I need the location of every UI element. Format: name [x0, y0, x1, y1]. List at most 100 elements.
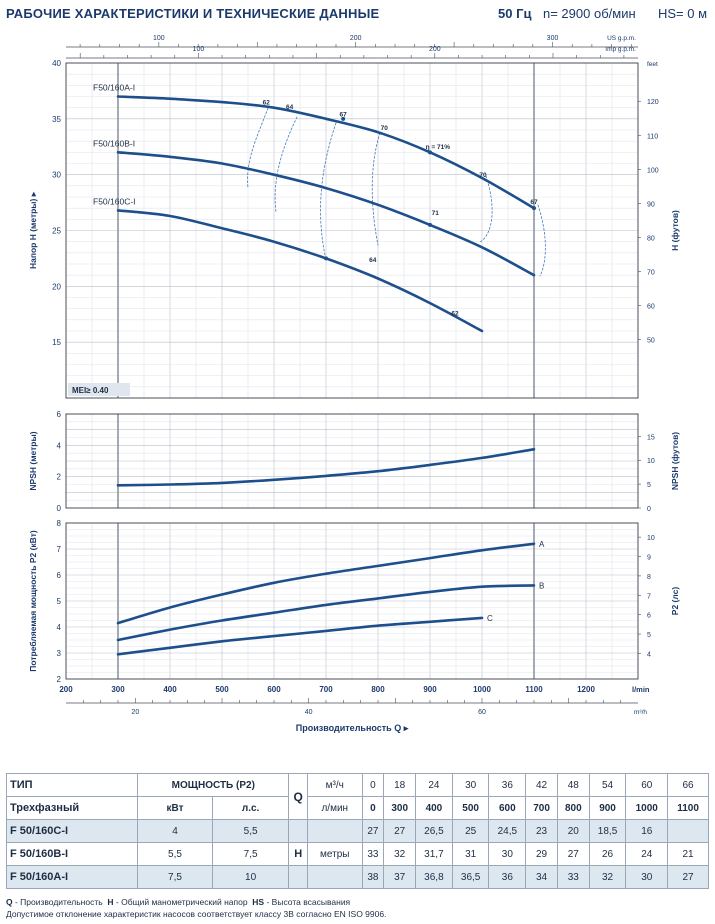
- head-tick-label: 20: [52, 282, 61, 291]
- hp-tick-label: 8: [647, 574, 651, 581]
- x-tick-label: 900: [423, 685, 437, 694]
- head-tick-label: 25: [52, 227, 61, 236]
- m3h-tick-label: 20: [131, 709, 139, 716]
- feet-tick-label: 70: [647, 269, 655, 276]
- q-lmin-cell: 600: [488, 796, 527, 820]
- q-m3h-cell: 54: [588, 773, 627, 797]
- efficiency-label: 71: [432, 210, 440, 217]
- x-unit-label: l/min: [632, 685, 650, 694]
- feet-tick-label: 50: [647, 337, 655, 344]
- table-row: F 50/160B-I 5,5 7,5 H метры 33 32 31,7 3…: [5, 842, 709, 866]
- h-cell: 31: [451, 842, 490, 866]
- power-axis-title: Потребляемая мощность P2 (кВт): [28, 530, 38, 672]
- efficiency-label: 70: [479, 172, 487, 179]
- h-cell: 26: [588, 842, 627, 866]
- h-cell: 25: [451, 819, 490, 843]
- h-cell: 27: [556, 842, 590, 866]
- footnote-q-text: - Производительность: [12, 897, 103, 907]
- h-spacer: [306, 865, 363, 889]
- efficiency-label: 67: [530, 199, 538, 206]
- efficiency-isoline: [274, 116, 298, 213]
- q-lmin-cell: 1100: [667, 796, 709, 820]
- h-cell: 34: [525, 865, 558, 889]
- q-m3h-cell: 48: [556, 773, 590, 797]
- us-gpm-tick-label: 300: [547, 35, 559, 42]
- efficiency-point: [428, 222, 432, 227]
- kw-cell: 5,5: [137, 842, 213, 866]
- imp-gpm-tick-label: 100: [193, 46, 205, 53]
- h-cell: 36,8: [415, 865, 453, 889]
- q-m3h-cell: 60: [625, 773, 669, 797]
- kw-header: кВт: [137, 796, 213, 820]
- head-grid: [66, 63, 638, 398]
- q-m3h-cell: 30: [451, 773, 490, 797]
- h-cell: 30: [488, 842, 527, 866]
- npsh-feet-tick-label: 10: [647, 458, 655, 465]
- us-gpm-unit: US g.p.m.: [607, 35, 636, 42]
- h-spacer: [306, 819, 363, 843]
- q-m3h-cell: 66: [667, 773, 709, 797]
- hp-header: л.с.: [211, 796, 290, 820]
- kw-cell: 7,5: [137, 865, 213, 889]
- h-cell: 16: [625, 819, 669, 843]
- power-tick-label: 2: [57, 675, 62, 684]
- table-row: F 50/160C-I 4 5,5 27 27 26,5 25 24,5 23 …: [5, 819, 709, 843]
- x-tick-label: 300: [111, 685, 125, 694]
- h-cell: 36: [488, 865, 527, 889]
- h-cell: 24: [625, 842, 669, 866]
- feet-tick-label: 110: [647, 133, 658, 140]
- x-tick-label: 1000: [473, 685, 491, 694]
- page-title: РАБОЧИЕ ХАРАКТЕРИСТИКИ И ТЕХНИЧЕСКИЕ ДАН…: [6, 6, 380, 21]
- h-cell: 23: [525, 819, 558, 843]
- hp-tick-label: 5: [647, 632, 651, 639]
- us-gpm-tick-label: 200: [350, 35, 362, 42]
- x-tick-label: 1100: [525, 685, 543, 694]
- h-cell: 33: [556, 865, 590, 889]
- head-tick-label: 40: [52, 59, 61, 68]
- h-spacer: [288, 819, 308, 843]
- head-curve-label: F50/160B-I: [93, 138, 135, 148]
- efficiency-isoline: [247, 107, 269, 189]
- h-unit: метры: [306, 842, 363, 866]
- x-tick-label: 800: [371, 685, 385, 694]
- mei-box: [68, 383, 130, 396]
- npsh-tick-label: 6: [57, 410, 62, 419]
- feet-tick-label: 80: [647, 235, 655, 242]
- power-tick-label: 3: [57, 649, 62, 658]
- npsh-axis-title: NPSH (метры): [28, 431, 38, 490]
- footnote-h-abbr: H: [107, 897, 114, 907]
- efficiency-label: η = 71%: [426, 144, 451, 151]
- hp-tick-label: 7: [647, 593, 651, 600]
- q-m3h-cell: 42: [525, 773, 558, 797]
- head-curve-f50-160c-i: [116, 209, 484, 333]
- model-cell: F 50/160C-I: [5, 819, 139, 843]
- q-m3h-cell: 0: [361, 773, 385, 797]
- power-header: МОЩНОСТЬ (P2): [137, 773, 290, 797]
- h-cell: [667, 819, 709, 843]
- hp-tick-label: 6: [647, 613, 651, 620]
- head-curve-f50-160b-i: [116, 151, 536, 277]
- efficiency-isoline: [371, 132, 381, 246]
- x-tick-label: 500: [215, 685, 229, 694]
- hp-tick-label: 10: [647, 535, 655, 542]
- feet-tick-label: 100: [647, 167, 659, 174]
- power-tick-label: 4: [57, 623, 62, 632]
- q-unit-lmin: л/мин: [306, 796, 363, 820]
- power-curve-label: A: [539, 540, 545, 549]
- npsh-tick-label: 2: [57, 473, 62, 482]
- model-cell: F 50/160B-I: [5, 842, 139, 866]
- h-cell: 31,7: [415, 842, 453, 866]
- head-curve-label: F50/160C-I: [93, 196, 136, 206]
- q-lmin-cell: 800: [556, 796, 590, 820]
- head-tick-label: 30: [52, 171, 61, 180]
- h-cell: 27: [383, 819, 417, 843]
- power-tick-label: 7: [57, 545, 62, 554]
- m3h-tick-label: 60: [478, 709, 486, 716]
- npsh-frame: [65, 413, 639, 509]
- npsh-tick-label: 0: [57, 504, 62, 513]
- head-curve-f50-160a-i: [116, 95, 536, 210]
- head-frame: [65, 62, 639, 399]
- h-cell: 24,5: [488, 819, 527, 843]
- npsh-feet-axis-title: NPSH (футов): [670, 432, 680, 490]
- hp-tick-label: 4: [647, 651, 651, 658]
